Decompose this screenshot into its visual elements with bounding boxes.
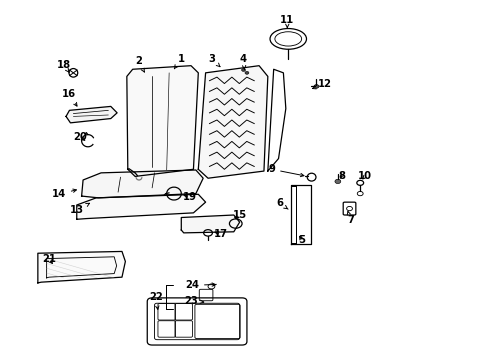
Text: 4: 4 (240, 54, 246, 70)
Text: 20: 20 (73, 132, 87, 142)
Text: 17: 17 (214, 229, 228, 239)
Text: 1: 1 (174, 54, 184, 69)
Text: 14: 14 (52, 189, 76, 199)
Text: 24: 24 (184, 280, 215, 291)
Text: 18: 18 (57, 60, 71, 73)
Polygon shape (38, 251, 125, 283)
Text: 3: 3 (207, 54, 220, 67)
Text: 9: 9 (268, 164, 304, 177)
Circle shape (244, 71, 248, 74)
Polygon shape (81, 170, 203, 198)
Text: 6: 6 (275, 198, 287, 209)
Text: 16: 16 (61, 89, 77, 106)
Polygon shape (198, 66, 267, 178)
Text: 15: 15 (232, 210, 246, 220)
Polygon shape (77, 194, 205, 219)
Text: 13: 13 (70, 203, 89, 215)
Text: 12: 12 (312, 78, 331, 89)
Circle shape (241, 68, 245, 71)
Text: 23: 23 (184, 296, 203, 306)
Text: 21: 21 (42, 254, 56, 264)
Polygon shape (66, 107, 117, 123)
Text: 10: 10 (357, 171, 371, 181)
Text: 8: 8 (338, 171, 345, 181)
Circle shape (313, 85, 318, 88)
Text: 7: 7 (346, 211, 353, 225)
Polygon shape (181, 215, 239, 233)
Text: 5: 5 (298, 235, 305, 245)
Text: 2: 2 (135, 57, 144, 72)
Text: 11: 11 (280, 15, 294, 28)
Polygon shape (126, 66, 198, 176)
Circle shape (334, 179, 340, 184)
Text: 19: 19 (183, 192, 197, 202)
Text: 22: 22 (149, 292, 163, 309)
